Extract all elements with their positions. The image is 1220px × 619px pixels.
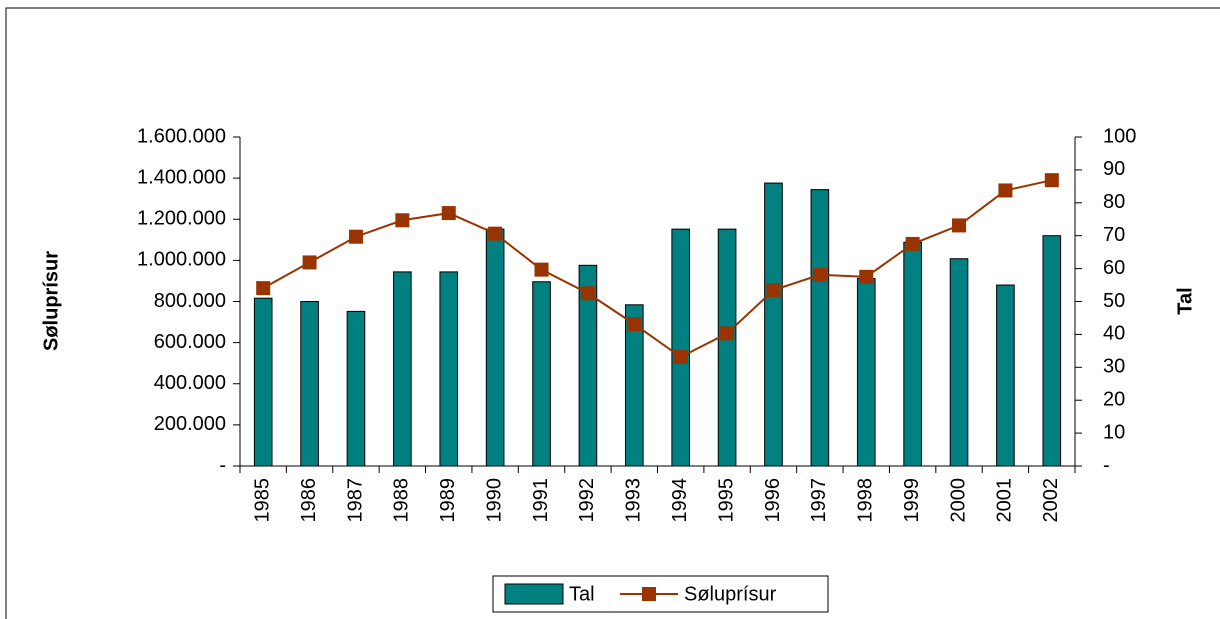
x-tick-label: 1988 <box>391 478 413 523</box>
x-tick-label: 1999 <box>901 478 923 523</box>
y2ticks-label: 20 <box>1103 388 1125 410</box>
marker <box>441 206 456 221</box>
legend-label: Tal <box>569 583 595 605</box>
x-tick-label: 1987 <box>344 478 366 523</box>
marker <box>627 317 642 332</box>
y2ticks-label: 30 <box>1103 356 1125 378</box>
yticks-label: 1.600.000 <box>137 125 226 147</box>
bar <box>856 277 876 467</box>
marker <box>952 218 967 233</box>
yticks-label: 400.000 <box>154 372 226 394</box>
marker <box>395 213 410 228</box>
yticks-label: 200.000 <box>154 413 226 435</box>
marker <box>1044 173 1059 188</box>
marker <box>302 255 317 270</box>
marker <box>256 281 271 296</box>
x-tick-label: 1994 <box>669 478 691 523</box>
bar <box>300 301 319 467</box>
y2ticks-label: 70 <box>1103 224 1125 246</box>
marker <box>580 286 595 301</box>
y2ticks-label: 10 <box>1103 421 1125 443</box>
marker <box>812 267 827 282</box>
x-tick-label: 1997 <box>808 478 830 523</box>
bar <box>764 182 783 467</box>
y2-axis-label: Tal <box>1174 287 1196 314</box>
bar <box>532 281 551 467</box>
bar <box>485 228 505 467</box>
yticks-label: 1.400.000 <box>137 166 226 188</box>
x-tick-label: 1993 <box>623 478 645 523</box>
marker <box>720 326 735 341</box>
y2ticks-label: 90 <box>1103 158 1125 180</box>
bar <box>996 284 1015 467</box>
x-tick-label: 1991 <box>530 478 552 523</box>
x-tick-label: 1998 <box>855 478 877 523</box>
y2ticks-label: - <box>1103 454 1110 476</box>
x-tick-label: 1990 <box>483 478 505 523</box>
legend-label: Søluprísur <box>684 583 777 605</box>
marker <box>534 262 549 277</box>
y2ticks-label: 50 <box>1103 290 1125 312</box>
bar <box>949 258 969 467</box>
x-tick-label: 2001 <box>994 478 1016 523</box>
x-tick-label: 1995 <box>715 478 737 523</box>
legend-marker <box>642 587 656 601</box>
x-tick-label: 1986 <box>298 478 320 523</box>
yticks-label: 1.000.000 <box>137 249 226 271</box>
yticks-label: 800.000 <box>154 290 226 312</box>
marker <box>905 236 920 251</box>
bar <box>717 228 737 467</box>
x-tick-label: 2000 <box>947 478 969 523</box>
x-tick-label: 2002 <box>1040 478 1062 523</box>
line <box>262 179 1053 359</box>
y2ticks-label: 100 <box>1103 125 1136 147</box>
bar <box>624 304 644 467</box>
bar <box>903 241 922 467</box>
y-axis-label: Søluprísur <box>40 251 62 351</box>
bar <box>346 310 366 467</box>
marker <box>998 183 1013 198</box>
x-tick-label: 1985 <box>251 478 273 523</box>
yticks-label: 600.000 <box>154 331 226 353</box>
x-tick-label: 1989 <box>437 478 459 523</box>
y2ticks-label: 40 <box>1103 323 1125 345</box>
bar <box>439 271 459 467</box>
marker <box>859 269 874 284</box>
x-tick-label: 1992 <box>576 478 598 523</box>
y2ticks-label: 80 <box>1103 191 1125 213</box>
marker <box>488 226 503 241</box>
yticks-label: 1.200.000 <box>137 208 226 230</box>
x-tick-label: 1996 <box>762 478 784 523</box>
legend-swatch <box>504 583 564 605</box>
bar <box>810 189 830 467</box>
marker <box>673 350 688 365</box>
chart-border <box>5 7 1220 619</box>
bar <box>1042 235 1062 467</box>
y2ticks-label: 60 <box>1103 257 1125 279</box>
bar <box>671 228 691 467</box>
marker <box>766 283 781 298</box>
bar <box>578 264 598 467</box>
bar <box>253 297 273 467</box>
bar <box>393 271 412 467</box>
yticks-label: - <box>219 454 226 476</box>
marker <box>348 229 363 244</box>
